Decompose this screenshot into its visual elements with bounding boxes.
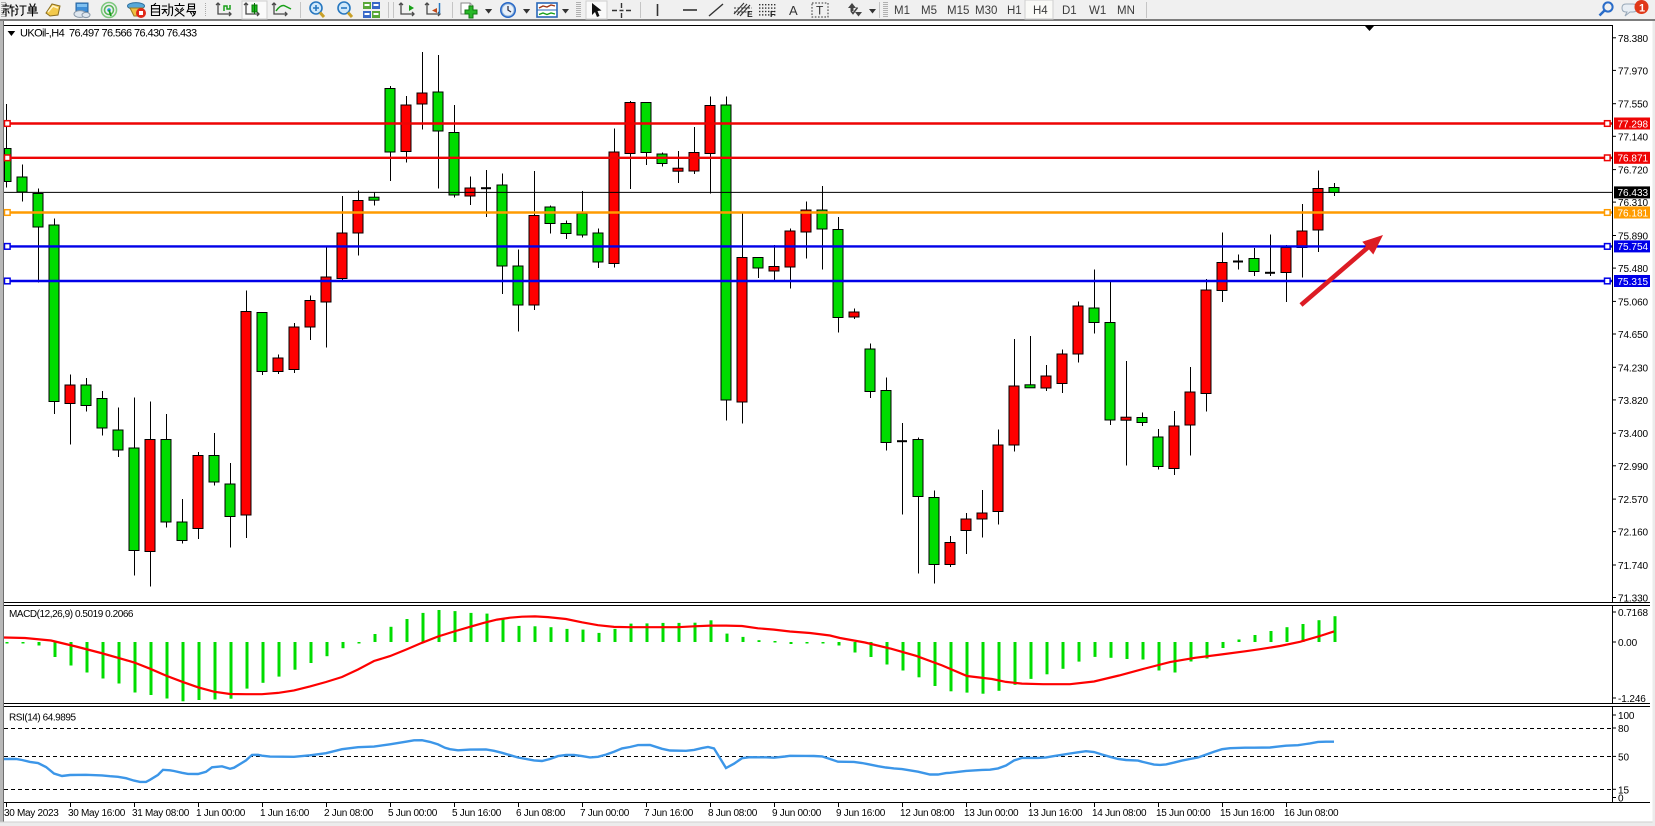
svg-text:6 Jun 08:00: 6 Jun 08:00 [516,808,566,819]
svg-text:77.550: 77.550 [1618,100,1649,111]
svg-text:15: 15 [1618,785,1629,796]
svg-text:5 Jun 16:00: 5 Jun 16:00 [452,808,502,819]
svg-text:12 Jun 08:00: 12 Jun 08:00 [900,808,955,819]
svg-text:72.570: 72.570 [1618,495,1649,506]
svg-text:77.298: 77.298 [1618,119,1649,130]
svg-text:77.970: 77.970 [1618,66,1649,77]
svg-text:74.230: 74.230 [1618,363,1649,374]
svg-text:0: 0 [1618,794,1624,805]
svg-text:7 Jun 00:00: 7 Jun 00:00 [580,808,630,819]
svg-text:100: 100 [1618,711,1635,722]
svg-text:1 Jun 00:00: 1 Jun 00:00 [196,808,246,819]
svg-text:71.330: 71.330 [1618,594,1649,605]
svg-text:0.7168: 0.7168 [1618,608,1649,619]
svg-text:0.00: 0.00 [1618,638,1638,649]
svg-text:76.181: 76.181 [1618,208,1649,219]
svg-text:MN: MN [1117,5,1135,17]
svg-text:M5: M5 [921,5,937,17]
svg-text:15 Jun 16:00: 15 Jun 16:00 [1220,808,1275,819]
svg-text:MACD(12,26,9) 0.5019 0.2066: MACD(12,26,9) 0.5019 0.2066 [9,609,134,620]
svg-text:50: 50 [1618,752,1629,763]
svg-text:75.480: 75.480 [1618,264,1649,275]
svg-text:75.060: 75.060 [1618,297,1649,308]
svg-text:76.433: 76.433 [1618,188,1649,199]
svg-text:13 Jun 16:00: 13 Jun 16:00 [1028,808,1083,819]
svg-text:D1: D1 [1062,5,1077,17]
svg-text:72.990: 72.990 [1618,462,1649,473]
svg-text:13 Jun 00:00: 13 Jun 00:00 [964,808,1019,819]
svg-text:M1: M1 [894,5,910,17]
svg-text:8 Jun 08:00: 8 Jun 08:00 [708,808,758,819]
svg-text:1 Jun 16:00: 1 Jun 16:00 [260,808,310,819]
svg-text:M30: M30 [975,5,997,17]
svg-text:14 Jun 08:00: 14 Jun 08:00 [1092,808,1147,819]
svg-text:77.140: 77.140 [1618,132,1649,143]
svg-text:-1.246: -1.246 [1618,694,1646,705]
svg-text:78.380: 78.380 [1618,34,1649,45]
svg-text:80: 80 [1618,724,1629,735]
svg-text:30 May 2023: 30 May 2023 [4,808,59,819]
svg-text:75.890: 75.890 [1618,232,1649,243]
svg-text:76.720: 76.720 [1618,166,1649,177]
svg-text:73.820: 73.820 [1618,396,1649,407]
svg-text:76.310: 76.310 [1618,198,1649,209]
svg-text:71.740: 71.740 [1618,561,1649,572]
svg-text:H4: H4 [1033,5,1048,17]
svg-text:9 Jun 00:00: 9 Jun 00:00 [772,808,822,819]
svg-text:T: T [816,4,824,18]
svg-text:16 Jun 08:00: 16 Jun 08:00 [1284,808,1339,819]
svg-text:E: E [747,9,753,19]
svg-text:73.400: 73.400 [1618,429,1649,440]
svg-text:30 May 16:00: 30 May 16:00 [68,808,126,819]
svg-text:72.160: 72.160 [1618,528,1649,539]
svg-text:31 May 08:00: 31 May 08:00 [132,808,190,819]
svg-text:76.871: 76.871 [1618,154,1649,165]
svg-text:7 Jun 16:00: 7 Jun 16:00 [644,808,694,819]
svg-text:F: F [770,9,775,19]
svg-text:75.754: 75.754 [1618,242,1649,253]
svg-text:UKOil-,H4 76.497 76.566 76.43: UKOil-,H4 76.497 76.566 76.430 76.433 [20,28,197,40]
svg-text:H1: H1 [1007,5,1022,17]
svg-text:M15: M15 [947,5,969,17]
svg-text:W1: W1 [1089,5,1106,17]
svg-text:RSI(14) 64.9895: RSI(14) 64.9895 [9,713,77,724]
svg-text:9 Jun 16:00: 9 Jun 16:00 [836,808,886,819]
svg-text:1: 1 [1639,3,1645,15]
svg-text:2 Jun 08:00: 2 Jun 08:00 [324,808,374,819]
svg-text:A: A [789,3,798,18]
svg-text:74.650: 74.650 [1618,330,1649,341]
svg-text:5 Jun 00:00: 5 Jun 00:00 [388,808,438,819]
svg-text:75.315: 75.315 [1618,277,1649,288]
svg-text:15 Jun 00:00: 15 Jun 00:00 [1156,808,1211,819]
